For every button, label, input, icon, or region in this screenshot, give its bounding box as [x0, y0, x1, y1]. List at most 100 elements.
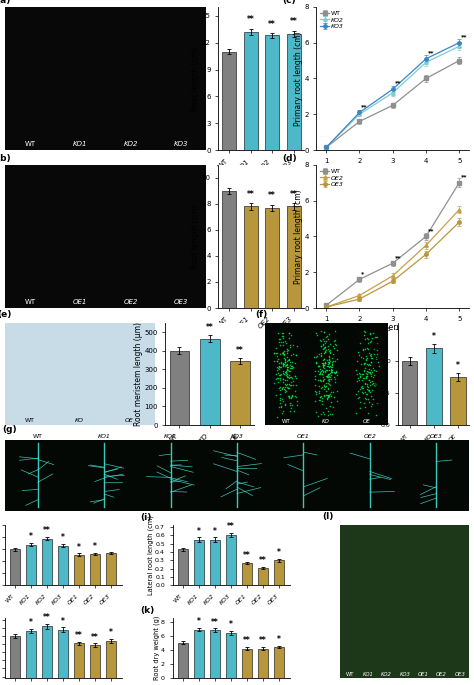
Text: OE: OE — [363, 419, 371, 424]
Text: **: ** — [227, 523, 235, 532]
Text: WT: WT — [25, 418, 35, 423]
Bar — [58, 630, 68, 684]
Bar — [194, 630, 204, 678]
Bar — [74, 555, 84, 585]
Text: (k): (k) — [140, 606, 154, 614]
Text: (b): (b) — [0, 154, 11, 163]
Text: **: ** — [394, 81, 401, 86]
Text: OE2: OE2 — [436, 671, 447, 677]
Text: **: ** — [428, 228, 434, 233]
Point — [406, 0, 414, 2]
Text: KO3: KO3 — [230, 434, 244, 439]
Bar — [258, 568, 268, 585]
Text: (g): (g) — [2, 425, 17, 434]
Text: *: * — [361, 271, 365, 276]
Text: **: ** — [211, 618, 219, 627]
Bar — [58, 546, 68, 585]
Point — [428, 292, 436, 303]
Text: *: * — [197, 527, 201, 536]
Text: OE2: OE2 — [124, 299, 138, 305]
Bar — [200, 338, 219, 425]
Point — [462, 141, 469, 152]
Bar — [74, 643, 84, 684]
Point — [423, 92, 431, 103]
Text: *: * — [456, 361, 460, 370]
Text: KO1: KO1 — [98, 434, 111, 439]
Text: **: ** — [268, 191, 276, 200]
Point — [458, 168, 466, 179]
Bar — [426, 348, 442, 425]
Text: **: ** — [247, 190, 255, 199]
X-axis label: Time after germination (d): Time after germination (d) — [342, 165, 444, 174]
Text: KO1: KO1 — [73, 141, 88, 147]
Y-axis label: Root length (cm): Root length (cm) — [191, 204, 200, 269]
Text: **: ** — [243, 636, 251, 645]
Point — [459, 18, 467, 29]
Text: KO2: KO2 — [381, 671, 392, 677]
Bar — [258, 649, 268, 678]
Bar — [274, 647, 284, 678]
Bar — [242, 649, 252, 678]
Bar — [226, 633, 237, 678]
Bar — [401, 361, 418, 425]
Bar — [450, 377, 466, 425]
Text: WT: WT — [24, 141, 36, 147]
Text: (a): (a) — [0, 0, 11, 5]
Text: **: ** — [44, 526, 51, 535]
Text: OE3: OE3 — [429, 434, 443, 439]
Bar — [274, 560, 284, 585]
Y-axis label: Root length (cm): Root length (cm) — [191, 47, 201, 110]
Text: **: ** — [243, 551, 251, 560]
Text: OE1: OE1 — [418, 671, 428, 677]
Text: **: ** — [91, 632, 99, 642]
Text: *: * — [229, 621, 233, 630]
Text: **: ** — [206, 323, 214, 332]
Point — [456, 126, 464, 137]
Text: *: * — [277, 548, 281, 558]
Bar — [10, 549, 20, 585]
Y-axis label: Primary root length (cm): Primary root length (cm) — [294, 31, 303, 126]
Text: KO: KO — [322, 419, 330, 424]
Text: *: * — [213, 527, 217, 536]
Text: OE3: OE3 — [174, 299, 189, 305]
Text: **: ** — [290, 17, 298, 26]
Bar — [26, 545, 36, 585]
Bar — [265, 36, 279, 150]
Bar — [170, 351, 189, 425]
Text: **: ** — [237, 346, 244, 355]
Text: **: ** — [394, 255, 401, 260]
Text: **: ** — [290, 190, 298, 199]
Point — [462, 87, 470, 98]
Text: *: * — [109, 629, 113, 638]
Text: (c): (c) — [283, 0, 296, 5]
Text: *: * — [277, 635, 281, 644]
Bar — [42, 538, 53, 585]
Legend: WT, OE2, OE3: WT, OE2, OE3 — [319, 168, 345, 188]
Text: KO3: KO3 — [400, 671, 410, 677]
Text: **: ** — [75, 631, 83, 640]
Bar — [90, 645, 100, 684]
Bar — [210, 630, 220, 678]
Text: WT: WT — [33, 434, 43, 439]
Text: (l): (l) — [322, 512, 334, 521]
Text: OE2: OE2 — [363, 434, 376, 439]
Point — [472, 199, 474, 210]
Bar — [244, 206, 257, 308]
Bar — [287, 34, 301, 150]
Text: **: ** — [461, 34, 467, 39]
Text: OE1: OE1 — [297, 434, 310, 439]
Y-axis label: Lateral root length (cm): Lateral root length (cm) — [147, 515, 154, 595]
Bar — [222, 191, 236, 308]
Bar — [226, 536, 237, 585]
Point — [456, 47, 464, 58]
Text: **: ** — [259, 556, 267, 564]
Text: **: ** — [361, 104, 368, 109]
Y-axis label: Primary root length (cm): Primary root length (cm) — [294, 189, 303, 284]
Bar — [106, 553, 117, 585]
Point — [454, 206, 461, 217]
Bar — [230, 361, 250, 425]
Text: *: * — [77, 543, 81, 551]
Text: (e): (e) — [0, 310, 12, 319]
Bar — [242, 563, 252, 585]
Text: **: ** — [259, 636, 267, 645]
